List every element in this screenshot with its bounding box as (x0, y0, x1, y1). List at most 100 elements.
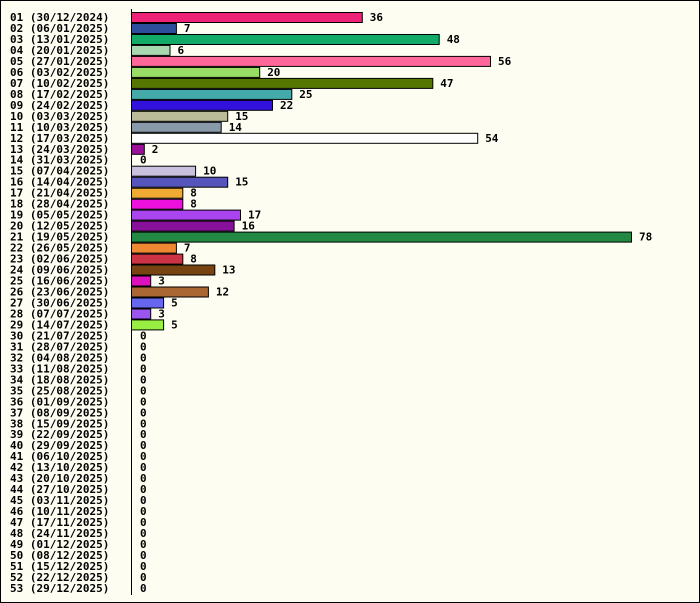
value-label: 25 (299, 88, 312, 101)
category-label: 32 (04/08/2025) (10, 351, 109, 364)
value-label: 15 (235, 176, 248, 189)
bar (131, 23, 177, 34)
category-label: 24 (09/06/2025) (10, 264, 109, 277)
category-label: 15 (07/04/2025) (10, 165, 109, 178)
category-label: 45 (03/11/2025) (10, 494, 109, 507)
value-label: 15 (235, 110, 248, 123)
category-label: 10 (03/03/2025) (10, 110, 109, 123)
category-label: 11 (10/03/2025) (10, 121, 109, 134)
value-label: 0 (140, 571, 147, 584)
category-label: 34 (18/08/2025) (10, 373, 109, 386)
value-label: 13 (222, 264, 235, 277)
bar (131, 319, 165, 331)
bar (131, 275, 152, 287)
value-label: 16 (242, 220, 256, 233)
value-label: 0 (140, 560, 147, 573)
value-label: 0 (140, 527, 147, 540)
value-label: 36 (370, 11, 384, 24)
bar (131, 297, 165, 309)
value-label: 0 (140, 538, 147, 551)
category-label: 19 (05/05/2025) (10, 209, 109, 222)
bar (131, 209, 241, 221)
value-label: 0 (140, 439, 147, 452)
bar (131, 66, 261, 78)
value-label: 0 (140, 384, 147, 397)
category-label: 07 (10/02/2025) (10, 77, 109, 90)
value-label: 0 (140, 582, 147, 595)
bar (131, 231, 632, 243)
category-label: 49 (01/12/2025) (10, 538, 109, 551)
bar (131, 242, 177, 254)
category-label: 02 (06/01/2025) (10, 22, 109, 35)
value-label: 3 (158, 308, 165, 321)
value-label: 12 (216, 286, 229, 299)
value-label: 0 (140, 483, 147, 496)
category-label: 50 (08/12/2025) (10, 549, 109, 562)
value-label: 14 (229, 121, 243, 134)
category-label: 01 (30/12/2024) (10, 11, 109, 24)
value-label: 0 (140, 549, 147, 562)
value-label: 0 (140, 472, 147, 485)
value-label: 0 (140, 450, 147, 463)
bar (131, 12, 363, 23)
value-label: 0 (140, 154, 147, 167)
value-label: 0 (140, 428, 147, 441)
bar (131, 44, 171, 56)
category-label: 41 (06/10/2025) (10, 450, 109, 463)
category-label: 13 (24/03/2025) (10, 143, 109, 156)
category-label: 38 (15/09/2025) (10, 417, 109, 430)
category-label: 04 (20/01/2025) (10, 44, 109, 57)
category-label: 29 (14/07/2025) (10, 318, 109, 331)
category-label: 28 (07/07/2025) (10, 308, 109, 321)
value-label: 54 (485, 132, 499, 145)
category-label: 21 (19/05/2025) (10, 231, 109, 244)
bar (131, 77, 434, 89)
category-label: 06 (03/02/2025) (10, 66, 109, 79)
value-label: 10 (203, 165, 216, 178)
value-label: 0 (140, 362, 147, 375)
category-label: 51 (15/12/2025) (10, 560, 109, 573)
category-label: 48 (24/11/2025) (10, 527, 109, 540)
value-label: 7 (184, 242, 191, 255)
category-label: 31 (28/07/2025) (10, 340, 109, 353)
bar (131, 176, 229, 188)
bar (131, 132, 479, 144)
category-label: 08 (17/02/2025) (10, 88, 109, 101)
value-label: 20 (267, 66, 280, 79)
category-label: 44 (27/10/2025) (10, 483, 109, 496)
bar (131, 88, 293, 100)
value-label: 78 (639, 231, 652, 244)
category-label: 46 (10/11/2025) (10, 505, 109, 518)
category-label: 52 (22/12/2025) (10, 571, 109, 584)
value-label: 0 (140, 329, 147, 342)
category-label: 25 (16/06/2025) (10, 275, 109, 288)
category-label: 36 (01/09/2025) (10, 395, 109, 408)
category-label: 14 (31/03/2025) (10, 154, 109, 167)
category-label: 27 (30/06/2025) (10, 297, 109, 310)
value-label: 2 (152, 143, 159, 156)
value-label: 0 (140, 516, 147, 529)
category-label: 16 (14/04/2025) (10, 176, 109, 189)
bars-layer (131, 12, 632, 331)
value-label: 0 (140, 494, 147, 507)
value-label: 56 (498, 55, 512, 68)
value-label: 8 (190, 198, 197, 211)
category-label: 26 (23/06/2025) (10, 286, 109, 299)
value-label: 0 (140, 395, 147, 408)
category-label: 40 (29/09/2025) (10, 439, 109, 452)
category-label: 22 (26/05/2025) (10, 242, 109, 255)
bar (131, 110, 229, 122)
value-label: 48 (447, 33, 460, 46)
bar (131, 187, 184, 199)
value-label: 8 (190, 253, 197, 266)
category-label: 39 (22/09/2025) (10, 428, 109, 441)
bar (131, 308, 152, 320)
bar (131, 165, 197, 177)
category-label: 20 (12/05/2025) (10, 220, 109, 233)
category-label: 30 (21/07/2025) (10, 329, 109, 342)
value-label: 8 (190, 187, 197, 200)
value-label: 47 (440, 77, 453, 90)
bar (131, 55, 491, 67)
